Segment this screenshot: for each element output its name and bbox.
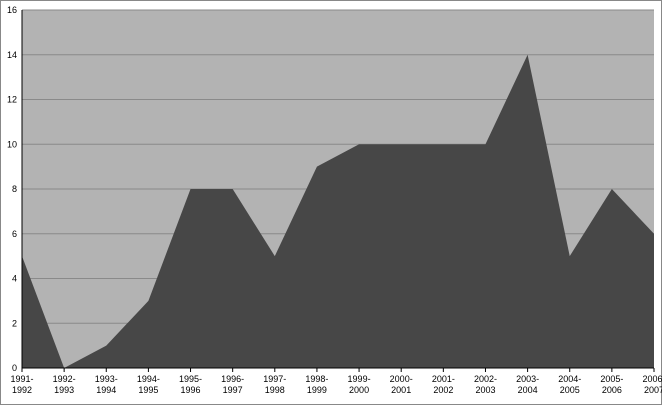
x-tick-label: 2005-2006 xyxy=(600,374,623,395)
x-tick-label: 2001-2002 xyxy=(432,374,455,395)
x-tick-label: 1996-1997 xyxy=(221,374,244,395)
x-tick-label: 1991-1992 xyxy=(10,374,33,395)
y-tick-label: 4 xyxy=(12,274,17,284)
y-tick-label: 2 xyxy=(12,318,17,328)
x-tick-label: 2006-2007 xyxy=(642,374,662,395)
x-tick-label: 1995-1996 xyxy=(179,374,202,395)
x-tick-label: 1994-1995 xyxy=(137,374,160,395)
x-tick-label: 2004-2005 xyxy=(558,374,581,395)
y-tick-label: 12 xyxy=(7,95,17,105)
x-tick-label: 1997-1998 xyxy=(263,374,286,395)
y-tick-label: 8 xyxy=(12,184,17,194)
x-tick-label: 1999-2000 xyxy=(348,374,371,395)
y-tick-label: 14 xyxy=(7,50,17,60)
area xyxy=(22,54,654,368)
y-tick-label: 16 xyxy=(7,5,17,15)
x-tick-label: 2003-2004 xyxy=(516,374,539,395)
y-tick-label: 10 xyxy=(7,139,17,149)
x-tick-label: 2002-2003 xyxy=(474,374,497,395)
x-tick-label: 2000-2001 xyxy=(390,374,413,395)
y-tick-label: 0 xyxy=(12,363,17,373)
x-tick-label: 1993-1994 xyxy=(95,374,118,395)
x-tick-label: 1998-1999 xyxy=(305,374,328,395)
y-tick-label: 6 xyxy=(12,229,17,239)
x-tick-label: 1992-1993 xyxy=(53,374,76,395)
